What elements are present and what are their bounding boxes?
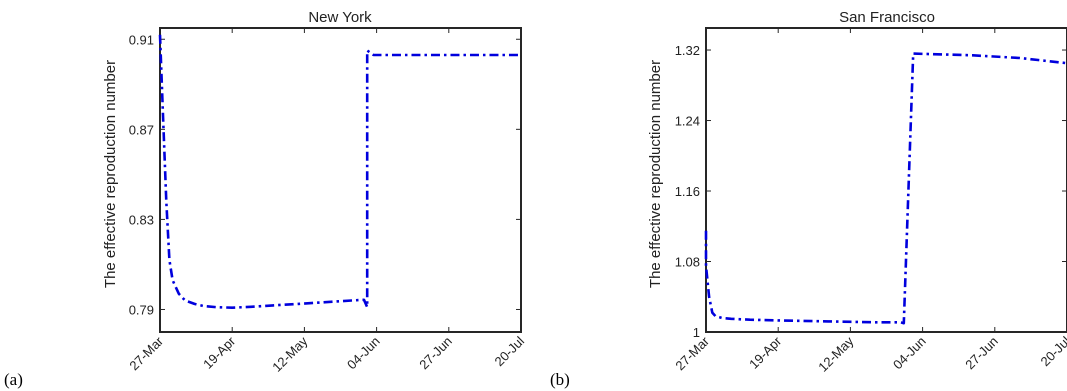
y-tick-label: 0.87 <box>129 122 154 137</box>
x-tick-label: 12-May <box>815 333 857 375</box>
x-tick-label: 27-Jun <box>962 334 1001 373</box>
axes-box <box>705 27 1067 333</box>
series-line <box>704 52 1067 325</box>
y-axis-label: The effective reproduction number <box>102 60 119 288</box>
y-tick-label: 1.08 <box>675 255 700 270</box>
chart-san-francisco: San Francisco The effective reproduction… <box>647 9 1067 375</box>
chart-title: San Francisco <box>839 9 935 26</box>
x-tick-label: 20-Jul <box>1037 333 1067 369</box>
x-tick-label: 12-May <box>269 333 311 375</box>
x-tick-label: 20-Jul <box>491 333 527 369</box>
chart-new-york: New York The effective reproduction numb… <box>102 9 527 375</box>
axes-box <box>159 27 522 333</box>
x-tick-label: 04-Jun <box>344 334 383 373</box>
y-tick-label: 1 <box>693 325 700 340</box>
x-tick-label: 27-Jun <box>416 334 455 373</box>
x-tick-label: 19-Apr <box>746 333 785 372</box>
panel-label-a: (a) <box>4 370 23 389</box>
y-tick-label: 1.24 <box>675 114 700 129</box>
ticks-group: 0.79 0.83 0.87 0.91 27-Mar 19-Apr 12-May 04-Jun… <box>126 28 527 375</box>
y-axis-label: The effective reproduction number <box>647 60 664 288</box>
x-tick-label: 27-Mar <box>126 333 166 373</box>
x-tick-label: 04-Jun <box>890 334 929 373</box>
y-tick-label: 1.16 <box>675 184 700 199</box>
chart-title: New York <box>308 9 372 26</box>
x-tick-label: 19-Apr <box>200 333 239 372</box>
y-tick-label: 1.32 <box>675 43 700 58</box>
series-line <box>158 34 521 309</box>
panel-label-b: (b) <box>550 370 570 389</box>
y-tick-label: 0.83 <box>129 212 154 227</box>
y-tick-label: 0.79 <box>129 302 154 317</box>
y-tick-label: 0.91 <box>129 32 154 47</box>
